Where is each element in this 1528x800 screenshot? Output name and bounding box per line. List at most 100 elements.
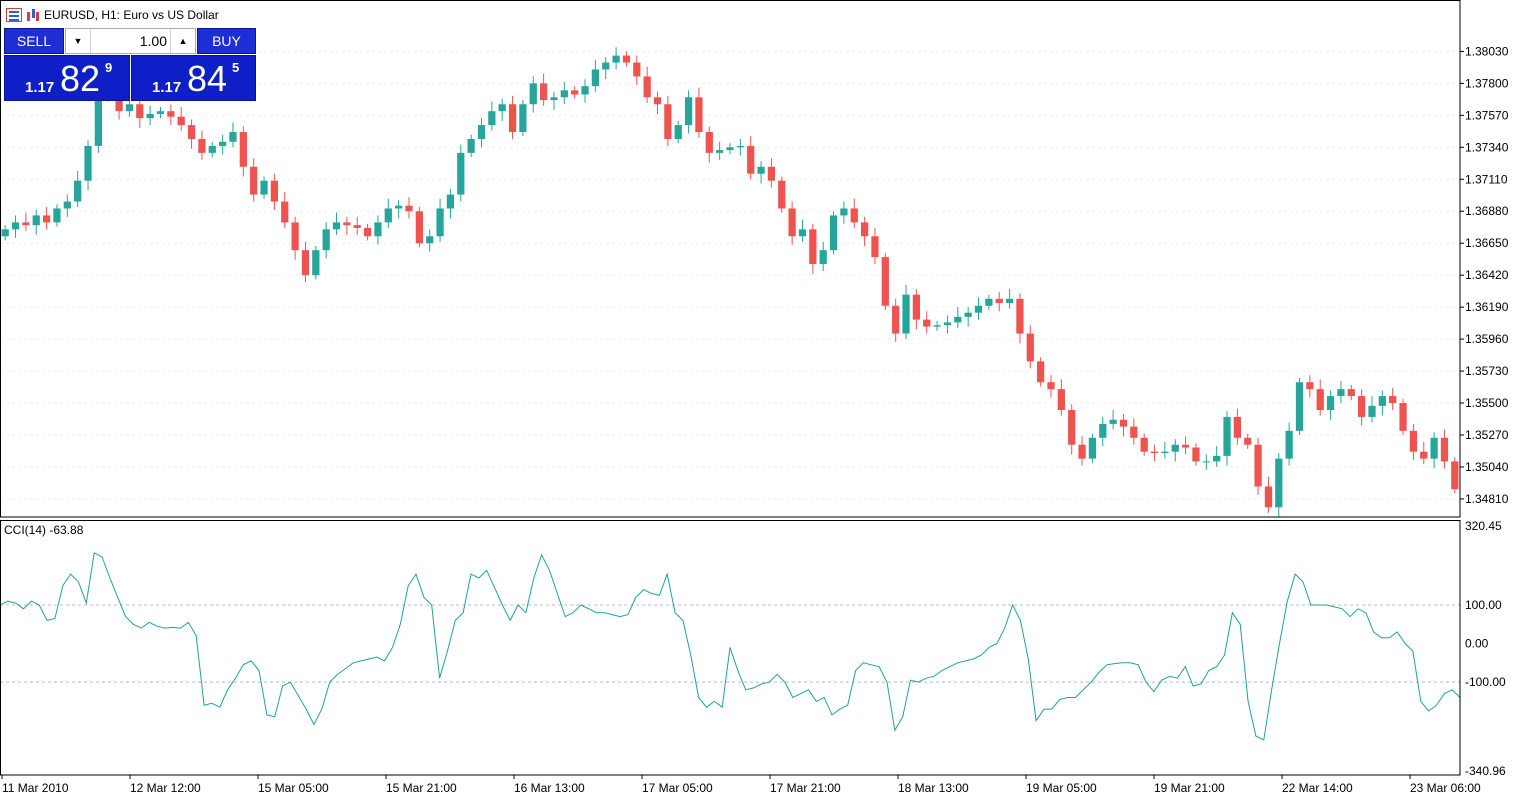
candle-body (1347, 389, 1355, 397)
candle-body (1, 229, 9, 237)
candle-body (539, 83, 548, 101)
price-axis-labels: 1.38030 1.37800 1.37570 1.37340 1.37110 1.368… (1465, 44, 1509, 506)
ask-price-box[interactable]: 1.17 84 5 (131, 55, 256, 101)
candle-body (250, 166, 258, 195)
lot-size-input[interactable] (92, 31, 167, 51)
candle-body (881, 257, 889, 306)
candle-body (1078, 444, 1086, 459)
candle-body (457, 152, 465, 195)
one-click-trading-panel: SELL ▼ ▲ BUY 1.17 82 9 1.17 84 5 (4, 28, 256, 101)
candle-body (622, 55, 631, 63)
candle-body (933, 325, 941, 327)
time-tick-label: 11 Mar 2010 (2, 781, 69, 795)
candle-body (591, 69, 600, 87)
lot-size-stepper: ▼ ▲ (65, 28, 196, 54)
cci-axis-labels: 320.45 100.00 0.00 -100.00 -340.96 (1465, 519, 1506, 778)
symbol-title: EURUSD, H1: Euro vs US Dollar (44, 8, 219, 22)
candle-body (156, 111, 165, 114)
price-tick-label: 1.37800 (1465, 76, 1509, 90)
candle-body (788, 208, 796, 237)
candle-body (125, 104, 134, 112)
time-tick-label: 19 Mar 05:00 (1026, 781, 1097, 795)
candle-body (1368, 405, 1376, 417)
market-watch-icon[interactable] (6, 8, 22, 22)
candle-body (1295, 382, 1304, 431)
candle-body (1244, 437, 1252, 445)
candle-body (519, 104, 527, 133)
chevron-up-icon[interactable]: ▲ (170, 29, 195, 53)
candle-body (964, 312, 972, 317)
candle-body (871, 236, 879, 258)
candle-body (923, 319, 931, 327)
candle-body (912, 294, 921, 320)
candle-body (571, 90, 579, 95)
candle-body (643, 76, 651, 98)
candle-body (1358, 396, 1366, 417)
candle-body (477, 125, 486, 139)
candle-body (187, 125, 196, 139)
candle-body (322, 229, 330, 251)
candle-body (1037, 361, 1045, 383)
chart-bars-icon[interactable] (26, 8, 40, 22)
chevron-down-icon[interactable]: ▼ (66, 29, 91, 53)
candle-body (902, 294, 910, 334)
candle-body (1099, 423, 1107, 438)
candle-body (405, 205, 413, 212)
price-tick-label: 1.37110 (1465, 172, 1508, 186)
candle-body (1285, 430, 1293, 459)
price-tick-label: 1.35040 (1465, 460, 1509, 474)
cci-tick-label: 320.45 (1465, 519, 1502, 533)
candle-body (467, 138, 475, 153)
candle-body (11, 222, 20, 230)
candle-body (943, 322, 952, 326)
candle-body (260, 180, 268, 195)
candle-body (1451, 461, 1459, 490)
candle-body (312, 250, 320, 276)
candle-body (1068, 409, 1076, 445)
candle-body (498, 104, 506, 112)
price-tick-label: 1.36420 (1465, 268, 1509, 282)
candle-body (798, 229, 807, 237)
candle-body (426, 236, 434, 244)
candle-body (1254, 444, 1262, 487)
candle-body (270, 180, 279, 202)
candle-body (1337, 389, 1345, 397)
time-tick-label: 22 Mar 14:00 (1282, 781, 1353, 795)
candle-body (343, 222, 351, 226)
price-tick-label: 1.34810 (1465, 492, 1509, 506)
time-tick-label: 15 Mar 05:00 (258, 781, 329, 795)
ask-big: 84 (187, 58, 228, 99)
candle-body (954, 316, 962, 323)
cci-tick-label: 100.00 (1465, 598, 1502, 612)
candle-body (1192, 447, 1200, 462)
candle-body (1119, 419, 1128, 427)
ask-sup: 5 (232, 60, 240, 75)
candle-body (757, 166, 765, 174)
candle-body (301, 250, 310, 276)
candles (1, 47, 1459, 517)
candle-body (664, 104, 672, 139)
candle-body (705, 132, 713, 153)
buy-button[interactable]: BUY (197, 28, 256, 54)
sell-button[interactable]: SELL (4, 28, 64, 54)
candle-body (1005, 298, 1014, 303)
candle-body (446, 194, 455, 209)
candle-body (1399, 403, 1407, 431)
candle-body (22, 222, 30, 226)
candle-body (508, 104, 517, 133)
candle-body (281, 201, 289, 223)
candle-body (208, 145, 216, 153)
candle-body (1264, 486, 1273, 508)
cci-indicator-label: CCI(14) -63.88 (4, 523, 84, 537)
candle-body (488, 111, 496, 126)
candle-body (550, 97, 558, 101)
candle-body (736, 145, 744, 148)
bid-price-box[interactable]: 1.17 82 9 (4, 55, 130, 101)
price-tick-label: 1.37340 (1465, 140, 1509, 154)
cci-grid (0, 604, 1460, 683)
candle-body (560, 90, 568, 98)
candle-body (84, 145, 92, 181)
candle-body (353, 225, 361, 228)
bid-big: 82 (60, 58, 101, 99)
